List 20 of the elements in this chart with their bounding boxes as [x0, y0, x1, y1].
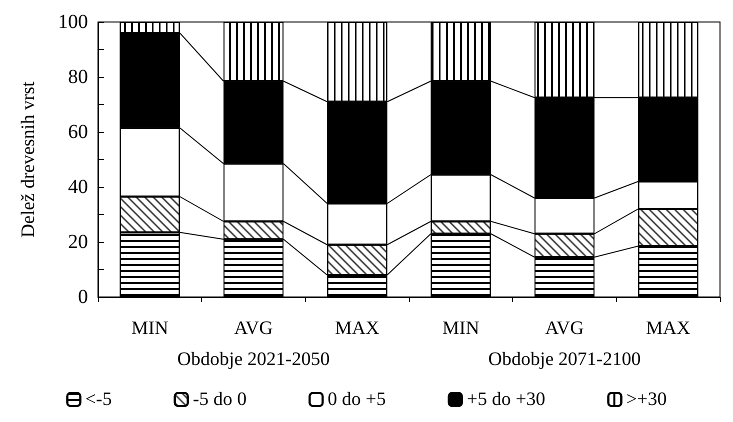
x-tick-label: MIN — [442, 318, 480, 339]
x-tick-label: AVG — [545, 318, 584, 339]
legend-label: +5 do +30 — [466, 389, 546, 410]
x-tick-label: MAX — [334, 318, 380, 339]
legend-label: 0 do +5 — [328, 389, 386, 410]
y-tick-label: 0 — [78, 286, 88, 308]
y-tick-label: 80 — [68, 66, 88, 88]
legend-label: <-5 — [85, 389, 112, 410]
legend-label: -5 do 0 — [192, 389, 247, 410]
y-tick-label: 40 — [68, 176, 88, 198]
x-tick-label: MIN — [131, 318, 169, 339]
legend-label: >+30 — [626, 389, 667, 410]
y-tick-label: 20 — [68, 231, 88, 253]
y-tick-label: 100 — [58, 11, 88, 33]
y-axis-title: Delež drevesnih vrst — [18, 80, 39, 238]
x-tick-label: MAX — [646, 318, 691, 339]
x-tick-label: AVG — [234, 318, 274, 339]
text: Obdobje 2071-2100 — [488, 349, 641, 370]
y-tick-label: 60 — [68, 121, 88, 143]
text: Obdobje 2021-2050 — [177, 349, 330, 370]
